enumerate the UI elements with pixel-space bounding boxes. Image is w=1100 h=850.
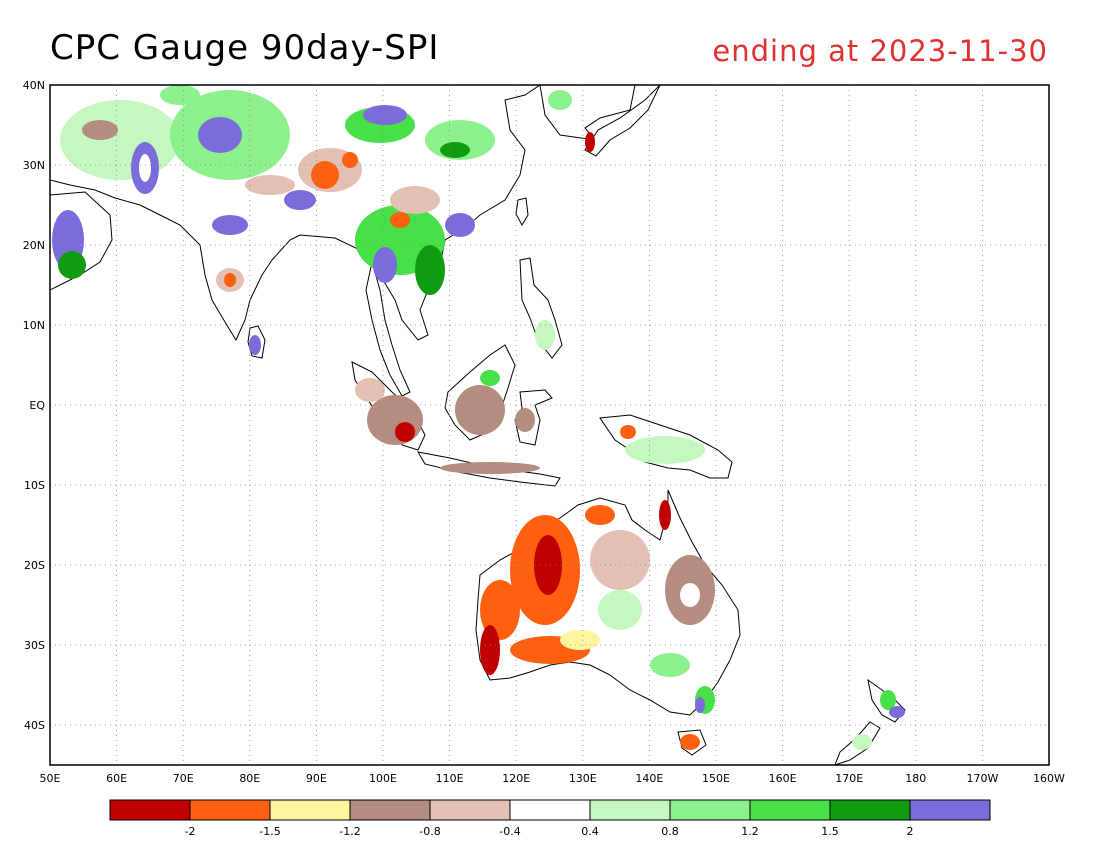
map-grid bbox=[50, 85, 1049, 765]
lat-tick-label: 20S bbox=[24, 559, 45, 572]
legend-tick-label: 1.5 bbox=[821, 825, 839, 838]
axis-labels: 50E 60E 70E 80E 90E 100E 110E 120E 130E 140E 150E 1… bbox=[23, 79, 1065, 785]
map-content bbox=[50, 85, 1049, 765]
legend-tick-label: -1.2 bbox=[339, 825, 360, 838]
lon-tick-label: 70E bbox=[173, 772, 194, 785]
lat-tick-label: 10S bbox=[24, 479, 45, 492]
map-frame bbox=[49, 84, 1050, 766]
lon-tick-label: 170W bbox=[966, 772, 998, 785]
legend-swatch bbox=[109, 799, 191, 821]
lon-tick-label: 160W bbox=[1033, 772, 1065, 785]
color-legend: -2 -1.5 -1.2 -0.8 -0.4 0.4 0.8 1.2 1.5 2 bbox=[109, 799, 991, 838]
land-taiwan bbox=[515, 197, 529, 227]
lat-tick-label: 20N bbox=[23, 239, 45, 252]
lon-tick-label: 110E bbox=[436, 772, 464, 785]
lon-tick-label: 90E bbox=[306, 772, 327, 785]
lon-tick-label: 130E bbox=[569, 772, 597, 785]
lat-tick-label: 30S bbox=[24, 639, 45, 652]
legend-tick-label: -2 bbox=[185, 825, 196, 838]
legend-tick-label: 2 bbox=[907, 825, 914, 838]
lon-tick-label: 50E bbox=[40, 772, 61, 785]
legend-swatch bbox=[669, 799, 751, 821]
legend-tick-label: 0.4 bbox=[581, 825, 599, 838]
lon-tick-label: 180 bbox=[905, 772, 926, 785]
legend-swatch bbox=[269, 799, 351, 821]
legend-swatch bbox=[509, 799, 591, 821]
legend-swatch bbox=[829, 799, 911, 821]
lat-tick-label: 30N bbox=[23, 159, 45, 172]
lon-tick-label: 160E bbox=[769, 772, 797, 785]
legend-swatch bbox=[189, 799, 271, 821]
legend-swatch bbox=[909, 799, 991, 821]
legend-swatch bbox=[429, 799, 511, 821]
land-malay-peninsula bbox=[365, 261, 411, 397]
lon-tick-label: 170E bbox=[835, 772, 863, 785]
lon-tick-label: 120E bbox=[502, 772, 530, 785]
lon-tick-label: 140E bbox=[635, 772, 663, 785]
spi-patches bbox=[52, 85, 905, 750]
legend-tick-label: -0.8 bbox=[419, 825, 440, 838]
lon-tick-label: 60E bbox=[106, 772, 127, 785]
lat-tick-label: EQ bbox=[29, 399, 45, 412]
date-label: ending at 2023-11-30 bbox=[712, 34, 1048, 68]
lon-tick-label: 80E bbox=[239, 772, 260, 785]
map-title: CPC Gauge 90day-SPI bbox=[50, 28, 440, 68]
lat-tick-label: 40S bbox=[24, 719, 45, 732]
legend-swatch bbox=[349, 799, 431, 821]
legend-swatch bbox=[749, 799, 831, 821]
land-japan bbox=[584, 85, 661, 157]
lat-tick-label: 40N bbox=[23, 79, 45, 92]
legend-tick-label: -1.5 bbox=[259, 825, 280, 838]
legend-tick-label: -0.4 bbox=[499, 825, 520, 838]
lon-tick-label: 100E bbox=[369, 772, 397, 785]
lat-tick-label: 10N bbox=[23, 319, 45, 332]
legend-swatch bbox=[589, 799, 671, 821]
legend-tick-label: 1.2 bbox=[741, 825, 759, 838]
legend-tick-label: 0.8 bbox=[661, 825, 679, 838]
lon-tick-label: 150E bbox=[702, 772, 730, 785]
